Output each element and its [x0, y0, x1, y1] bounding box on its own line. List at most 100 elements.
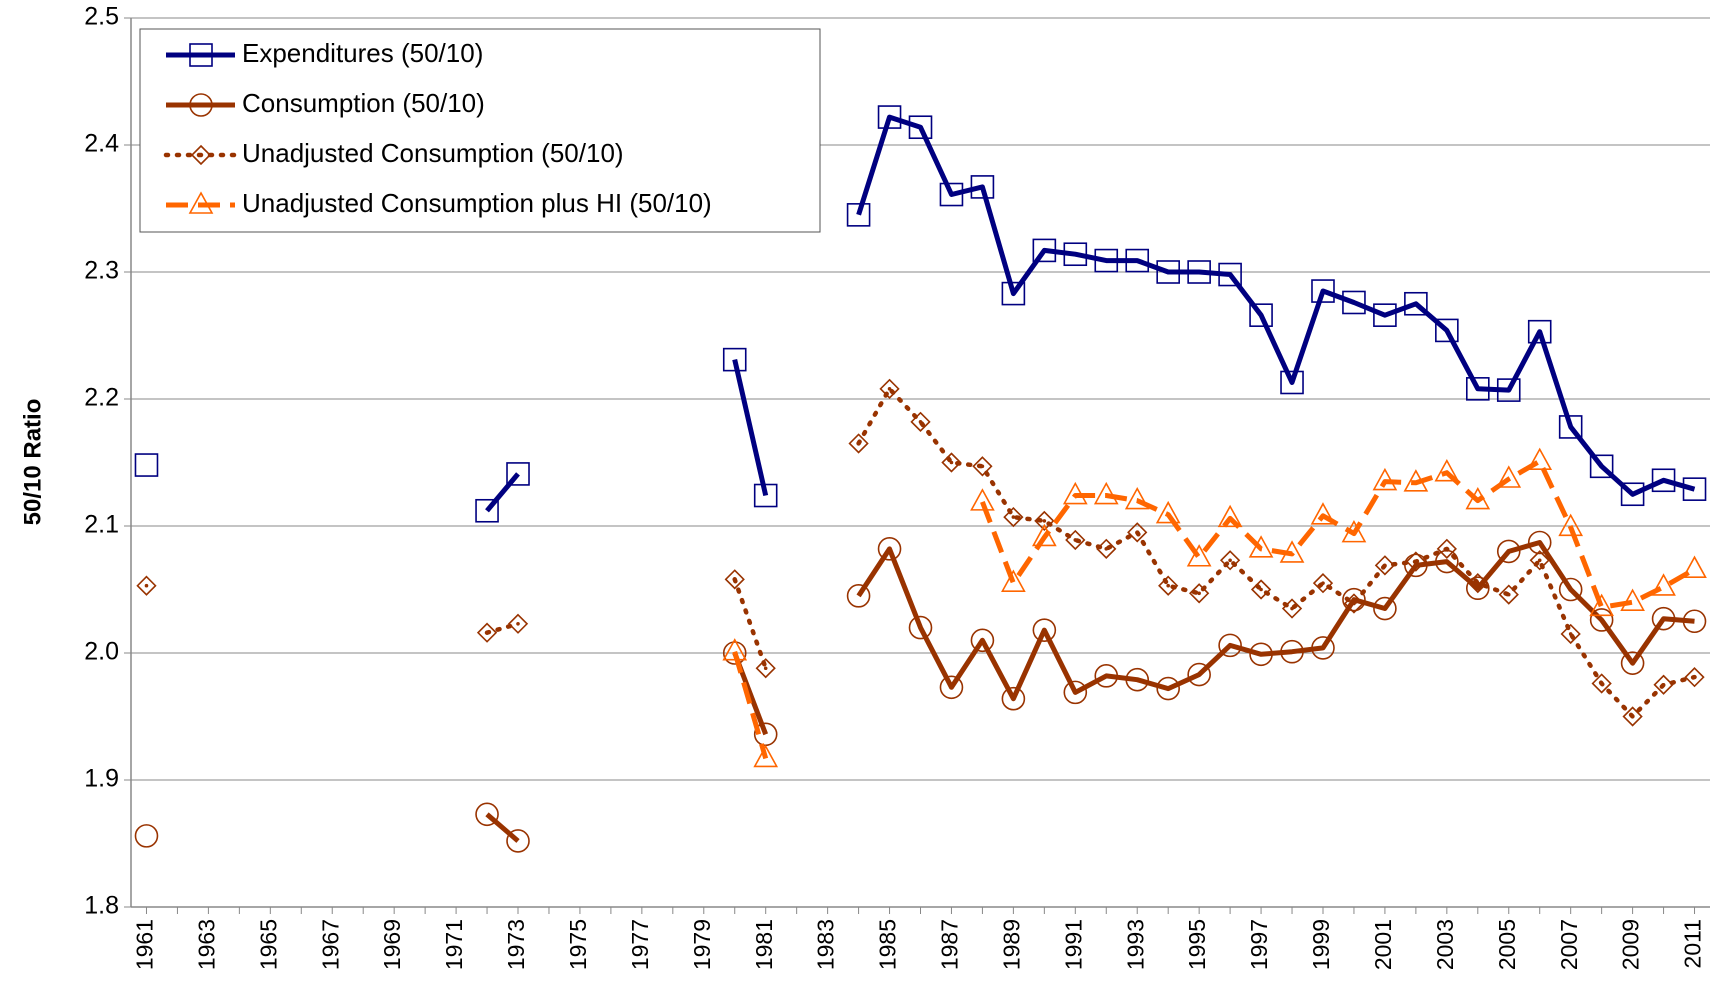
marker-dot: [1104, 547, 1109, 551]
marker-diamond: [1498, 584, 1519, 605]
marker-square: [1682, 477, 1707, 501]
marker-circle: [1342, 587, 1366, 612]
marker-diamond: [848, 433, 869, 454]
marker-triangle: [1155, 500, 1181, 524]
marker-diamond: [1096, 538, 1117, 559]
marker-dot: [1661, 682, 1666, 687]
marker-dot: [1259, 587, 1263, 592]
marker-triangle: [1279, 540, 1305, 563]
marker-square: [1589, 454, 1614, 479]
marker-dot: [856, 441, 861, 446]
marker-dot: [1692, 675, 1697, 679]
marker-circle: [475, 802, 499, 827]
marker-circle: [1280, 639, 1304, 664]
marker-dot: [1445, 547, 1449, 551]
marker-triangle: [1682, 555, 1707, 578]
marker-triangle: [1558, 513, 1584, 537]
marker-square: [1094, 248, 1119, 273]
marker-circle: [506, 829, 530, 853]
y-tick-label: 2.5: [84, 3, 119, 31]
x-tick-label: 1971: [441, 919, 467, 970]
x-tick-label: 2005: [1494, 919, 1520, 970]
marker-circle: [722, 641, 747, 665]
marker-triangle: [1186, 544, 1212, 567]
marker-dot: [732, 577, 737, 582]
marker-square: [1063, 242, 1088, 267]
marker-square: [1125, 248, 1150, 273]
marker-circle: [1001, 686, 1026, 711]
marker-square: [1280, 370, 1304, 395]
marker-diamond: [1560, 623, 1581, 645]
marker-dot: [1135, 530, 1140, 535]
marker-circle: [970, 628, 995, 653]
marker-diamond: [1591, 673, 1612, 694]
marker-diamond: [476, 622, 498, 643]
marker-square: [1404, 291, 1428, 316]
marker-dot: [1073, 538, 1078, 542]
marker-dot: [1290, 606, 1294, 611]
marker-diamond: [1281, 598, 1303, 619]
marker-triangle: [1001, 569, 1026, 592]
marker-circle: [1249, 642, 1273, 667]
marker-square: [722, 347, 747, 372]
marker-diamond: [724, 569, 745, 590]
marker-diamond: [1436, 538, 1457, 559]
marker-circle: [1589, 608, 1614, 632]
marker-circle: [1620, 651, 1645, 675]
marker-dot: [1599, 681, 1604, 686]
marker-dot: [1506, 592, 1511, 597]
series-line: [856, 386, 1697, 719]
marker-triangle: [188, 191, 214, 214]
marker-dot: [918, 420, 923, 424]
x-tick-label: 2003: [1432, 919, 1458, 970]
marker-triangle: [1062, 481, 1088, 505]
marker-diamond: [1219, 550, 1241, 571]
y-tick-label: 2.2: [84, 384, 119, 412]
marker-circle: [1063, 680, 1088, 705]
marker-dot: [516, 621, 520, 626]
marker-circle: [1094, 664, 1119, 688]
marker-triangle: [1527, 447, 1553, 471]
x-tick-label: 1981: [751, 919, 777, 970]
marker-circle: [1465, 576, 1490, 601]
marker-triangle: [722, 638, 748, 661]
marker-square: [1001, 281, 1026, 306]
marker-diamond: [755, 658, 776, 679]
marker-diamond: [1189, 583, 1210, 604]
marker-square: [846, 203, 871, 227]
marker-square: [1527, 319, 1552, 344]
series-line: [980, 458, 1696, 610]
marker-circle: [1125, 667, 1150, 692]
series-line: [485, 812, 520, 843]
marker-dot: [1011, 515, 1016, 519]
x-tick-label: 2001: [1370, 919, 1396, 970]
marker-diamond: [1343, 593, 1365, 614]
y-axis-label: 50/10 Ratio: [19, 399, 46, 526]
series-line: [732, 359, 769, 497]
series-line: [732, 577, 768, 671]
marker-triangle: [1403, 469, 1429, 492]
x-tick-label: 1961: [132, 919, 158, 970]
marker-square: [1465, 377, 1490, 401]
x-tick-label: 1977: [627, 919, 653, 970]
marker-dot: [887, 387, 892, 391]
marker-square: [908, 115, 933, 140]
marker-circle: [1682, 609, 1707, 634]
marker-diamond: [507, 613, 529, 634]
x-tick-label: 1965: [255, 919, 281, 970]
marker-dot: [485, 630, 489, 635]
marker-triangle: [1465, 486, 1491, 510]
marker-diamond: [972, 456, 993, 477]
marker-diamond: [1374, 555, 1396, 576]
marker-square: [1435, 318, 1459, 343]
marker-circle: [1496, 539, 1521, 564]
x-tick-label: 1975: [565, 919, 591, 970]
marker-circle: [1218, 633, 1242, 658]
x-tick-label: 2011: [1680, 919, 1706, 968]
marker-circle: [1558, 577, 1583, 602]
marker-square: [939, 182, 964, 207]
marker-circle: [908, 615, 933, 640]
marker-diamond: [190, 144, 212, 166]
marker-dot: [1197, 591, 1201, 596]
marker-square: [1373, 303, 1397, 327]
